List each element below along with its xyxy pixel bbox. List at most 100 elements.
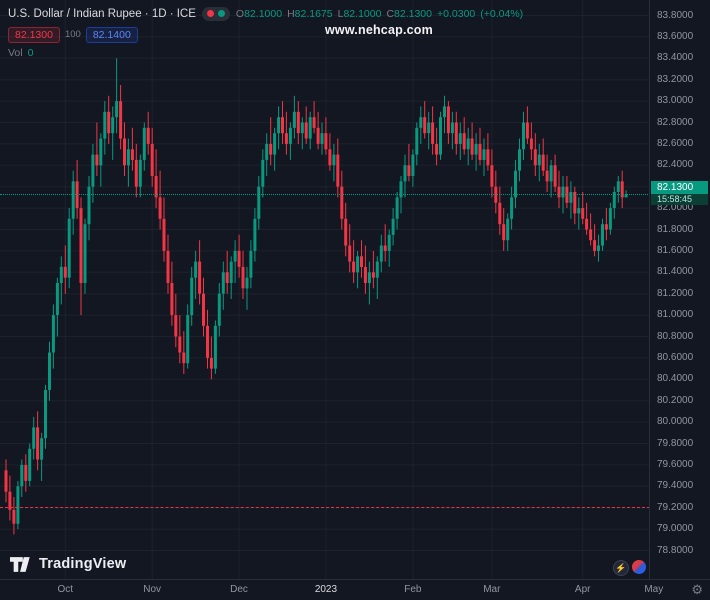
time-axis[interactable]: Oct Nov Dec 2023 Feb Mar Apr May ⚙ xyxy=(0,579,710,600)
candle xyxy=(415,122,419,166)
candle xyxy=(482,138,486,176)
candle xyxy=(103,101,107,155)
candle xyxy=(158,170,162,230)
candle xyxy=(261,149,265,198)
candle xyxy=(320,122,324,155)
candle xyxy=(16,480,20,530)
candle xyxy=(514,159,517,209)
candle xyxy=(411,149,415,187)
candle xyxy=(119,85,123,150)
tradingview-logo[interactable]: TradingView xyxy=(10,556,126,572)
candle xyxy=(573,186,577,225)
candle xyxy=(12,497,16,535)
broker-icons: ⚡ xyxy=(613,560,646,576)
candle xyxy=(269,117,273,166)
candle xyxy=(63,245,67,294)
candle xyxy=(620,170,624,209)
candle xyxy=(577,197,581,230)
low-value: 82.1000 xyxy=(343,7,382,20)
candle xyxy=(348,224,352,273)
candle xyxy=(601,218,604,251)
candle xyxy=(162,197,166,262)
candle xyxy=(253,208,257,262)
price-tick-label: 81.2000 xyxy=(657,287,694,299)
candle xyxy=(466,127,470,166)
candle xyxy=(36,411,40,471)
price-tick-label: 83.6000 xyxy=(657,30,694,42)
volume-value: 0 xyxy=(27,47,34,59)
time-tick-label: Oct xyxy=(57,584,74,595)
alert-price-line[interactable] xyxy=(0,506,650,508)
candle xyxy=(134,143,138,198)
candle xyxy=(304,106,308,144)
price-tick-label: 82.4000 xyxy=(657,159,694,171)
candle xyxy=(395,192,399,230)
candle xyxy=(51,304,55,369)
candle xyxy=(490,149,494,198)
candle xyxy=(48,341,51,401)
candle xyxy=(470,122,474,160)
last-price-label: 82.1300 xyxy=(651,181,708,195)
tradingview-logo-icon xyxy=(10,556,30,572)
candle xyxy=(585,202,589,235)
price-tick-label: 82.8000 xyxy=(657,116,694,128)
candle xyxy=(75,159,79,219)
bar-countdown: 15:58:45 xyxy=(651,194,708,206)
candle xyxy=(257,176,261,230)
price-tick-label: 83.4000 xyxy=(657,52,694,64)
candle xyxy=(190,266,194,326)
candle xyxy=(474,133,478,171)
candle xyxy=(518,138,521,182)
candle xyxy=(565,176,569,209)
candle xyxy=(206,309,209,369)
candle xyxy=(589,213,593,246)
candle xyxy=(336,138,340,198)
sell-button[interactable]: 82.1300 xyxy=(8,26,60,43)
candle xyxy=(24,454,28,492)
price-tick-label: 82.0000 xyxy=(657,202,694,214)
trade-panel: 82.1300 100 82.1400 xyxy=(8,26,523,43)
broker-logo-icon[interactable] xyxy=(632,560,646,574)
candle xyxy=(569,181,573,219)
candle xyxy=(340,170,344,230)
candle xyxy=(99,133,103,187)
price-tick-label: 83.0000 xyxy=(657,95,694,107)
buy-button[interactable]: 82.1400 xyxy=(85,26,138,43)
watermark: www.nehcap.com xyxy=(325,23,433,37)
price-tick-label: 81.4000 xyxy=(657,266,694,278)
candle xyxy=(142,122,146,171)
candle xyxy=(431,106,435,155)
price-tick-label: 80.8000 xyxy=(657,330,694,342)
price-tick-label: 78.8000 xyxy=(657,544,694,556)
trade-quantity[interactable]: 100 xyxy=(64,29,81,40)
price-axis[interactable]: 83.8000 83.6000 83.4000 83.2000 83.0000 82.80… xyxy=(649,0,710,580)
candle xyxy=(553,154,557,192)
candlestick-plot[interactable] xyxy=(0,0,650,580)
change-value: +0.0300 xyxy=(437,7,476,20)
candle xyxy=(371,250,375,289)
price-tick-label: 80.2000 xyxy=(657,394,694,406)
symbol-title[interactable]: U.S. Dollar / Indian Rupee · 1D · ICE xyxy=(8,7,196,20)
price-tick-label: 79.2000 xyxy=(657,501,694,513)
candle xyxy=(419,106,423,144)
candle xyxy=(217,283,221,337)
candle xyxy=(166,234,170,294)
candle xyxy=(443,95,446,134)
ohlc-values: O82.1000 H82.1675 L82.1000 C82.1300 +0.0… xyxy=(236,8,523,20)
candle xyxy=(233,240,237,283)
instant-trading-bolt-icon[interactable]: ⚡ xyxy=(613,560,629,576)
candle xyxy=(462,117,466,155)
status-toggle[interactable] xyxy=(201,6,230,21)
candle xyxy=(107,95,111,144)
candle xyxy=(111,106,115,160)
gear-icon[interactable]: ⚙ xyxy=(691,582,703,597)
candle xyxy=(115,58,119,134)
candle xyxy=(40,432,44,481)
price-tick-label: 79.4000 xyxy=(657,480,694,492)
close-label: C xyxy=(386,7,395,20)
candle xyxy=(593,224,597,257)
candle xyxy=(604,208,608,241)
candle xyxy=(209,336,213,380)
candle xyxy=(316,111,320,150)
sell-status-dot-icon xyxy=(206,10,214,17)
